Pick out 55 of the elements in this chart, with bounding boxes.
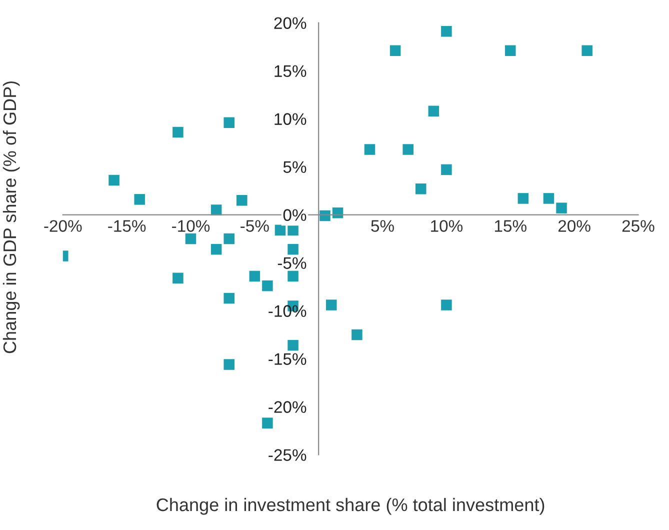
point — [364, 144, 376, 155]
x-tick-label: -15% — [108, 220, 146, 232]
point — [172, 126, 184, 138]
x-tick-label: -10% — [172, 220, 210, 232]
point — [224, 233, 234, 244]
y-tick-label: -5% — [278, 257, 306, 269]
y-axis-title: Change in GDP share (% of GDP) — [2, 81, 20, 354]
point — [441, 164, 452, 176]
point — [108, 174, 120, 186]
point — [326, 300, 337, 310]
point — [249, 270, 260, 282]
x-tick-label: 20% — [558, 220, 590, 232]
x-tick-label: 15% — [494, 220, 526, 232]
y-tick-label: 5% — [283, 161, 306, 173]
point — [402, 144, 414, 155]
point — [352, 329, 362, 340]
x-tick-label: 10% — [431, 220, 463, 232]
point — [134, 194, 145, 205]
point — [288, 244, 298, 255]
point — [274, 224, 286, 236]
point — [288, 224, 298, 236]
x-tick-label: -5% — [240, 220, 269, 232]
point — [288, 340, 298, 351]
point — [441, 26, 452, 37]
point — [582, 45, 592, 56]
point — [556, 202, 567, 214]
point — [441, 300, 452, 310]
y-tick-label: 20% — [274, 17, 306, 29]
point — [172, 272, 184, 284]
point — [415, 183, 426, 194]
point — [224, 359, 234, 370]
y-tick-label: -10% — [268, 305, 306, 317]
x-axis-title: Change in investment share (% total investment) — [156, 498, 544, 515]
point — [262, 418, 273, 428]
point — [543, 193, 554, 204]
y-tick-label: -25% — [268, 449, 306, 461]
y-tick-label: -15% — [268, 353, 306, 365]
point — [504, 45, 516, 56]
x-tick-label: 25% — [622, 220, 654, 232]
point — [428, 106, 440, 116]
y-tick-label: 15% — [274, 65, 306, 77]
point — [262, 280, 273, 292]
point — [224, 292, 234, 304]
y-tick-label: -20% — [268, 401, 306, 413]
point — [288, 270, 298, 282]
point — [518, 193, 529, 204]
x-tick-label: -20% — [44, 220, 82, 232]
x-tick-label: 5% — [371, 220, 394, 232]
point — [390, 45, 401, 56]
point — [224, 117, 234, 128]
point — [236, 194, 248, 206]
point — [210, 244, 222, 255]
point — [185, 233, 196, 244]
y-tick-label: 10% — [274, 113, 306, 125]
y-tick-label: 0% — [283, 209, 306, 221]
